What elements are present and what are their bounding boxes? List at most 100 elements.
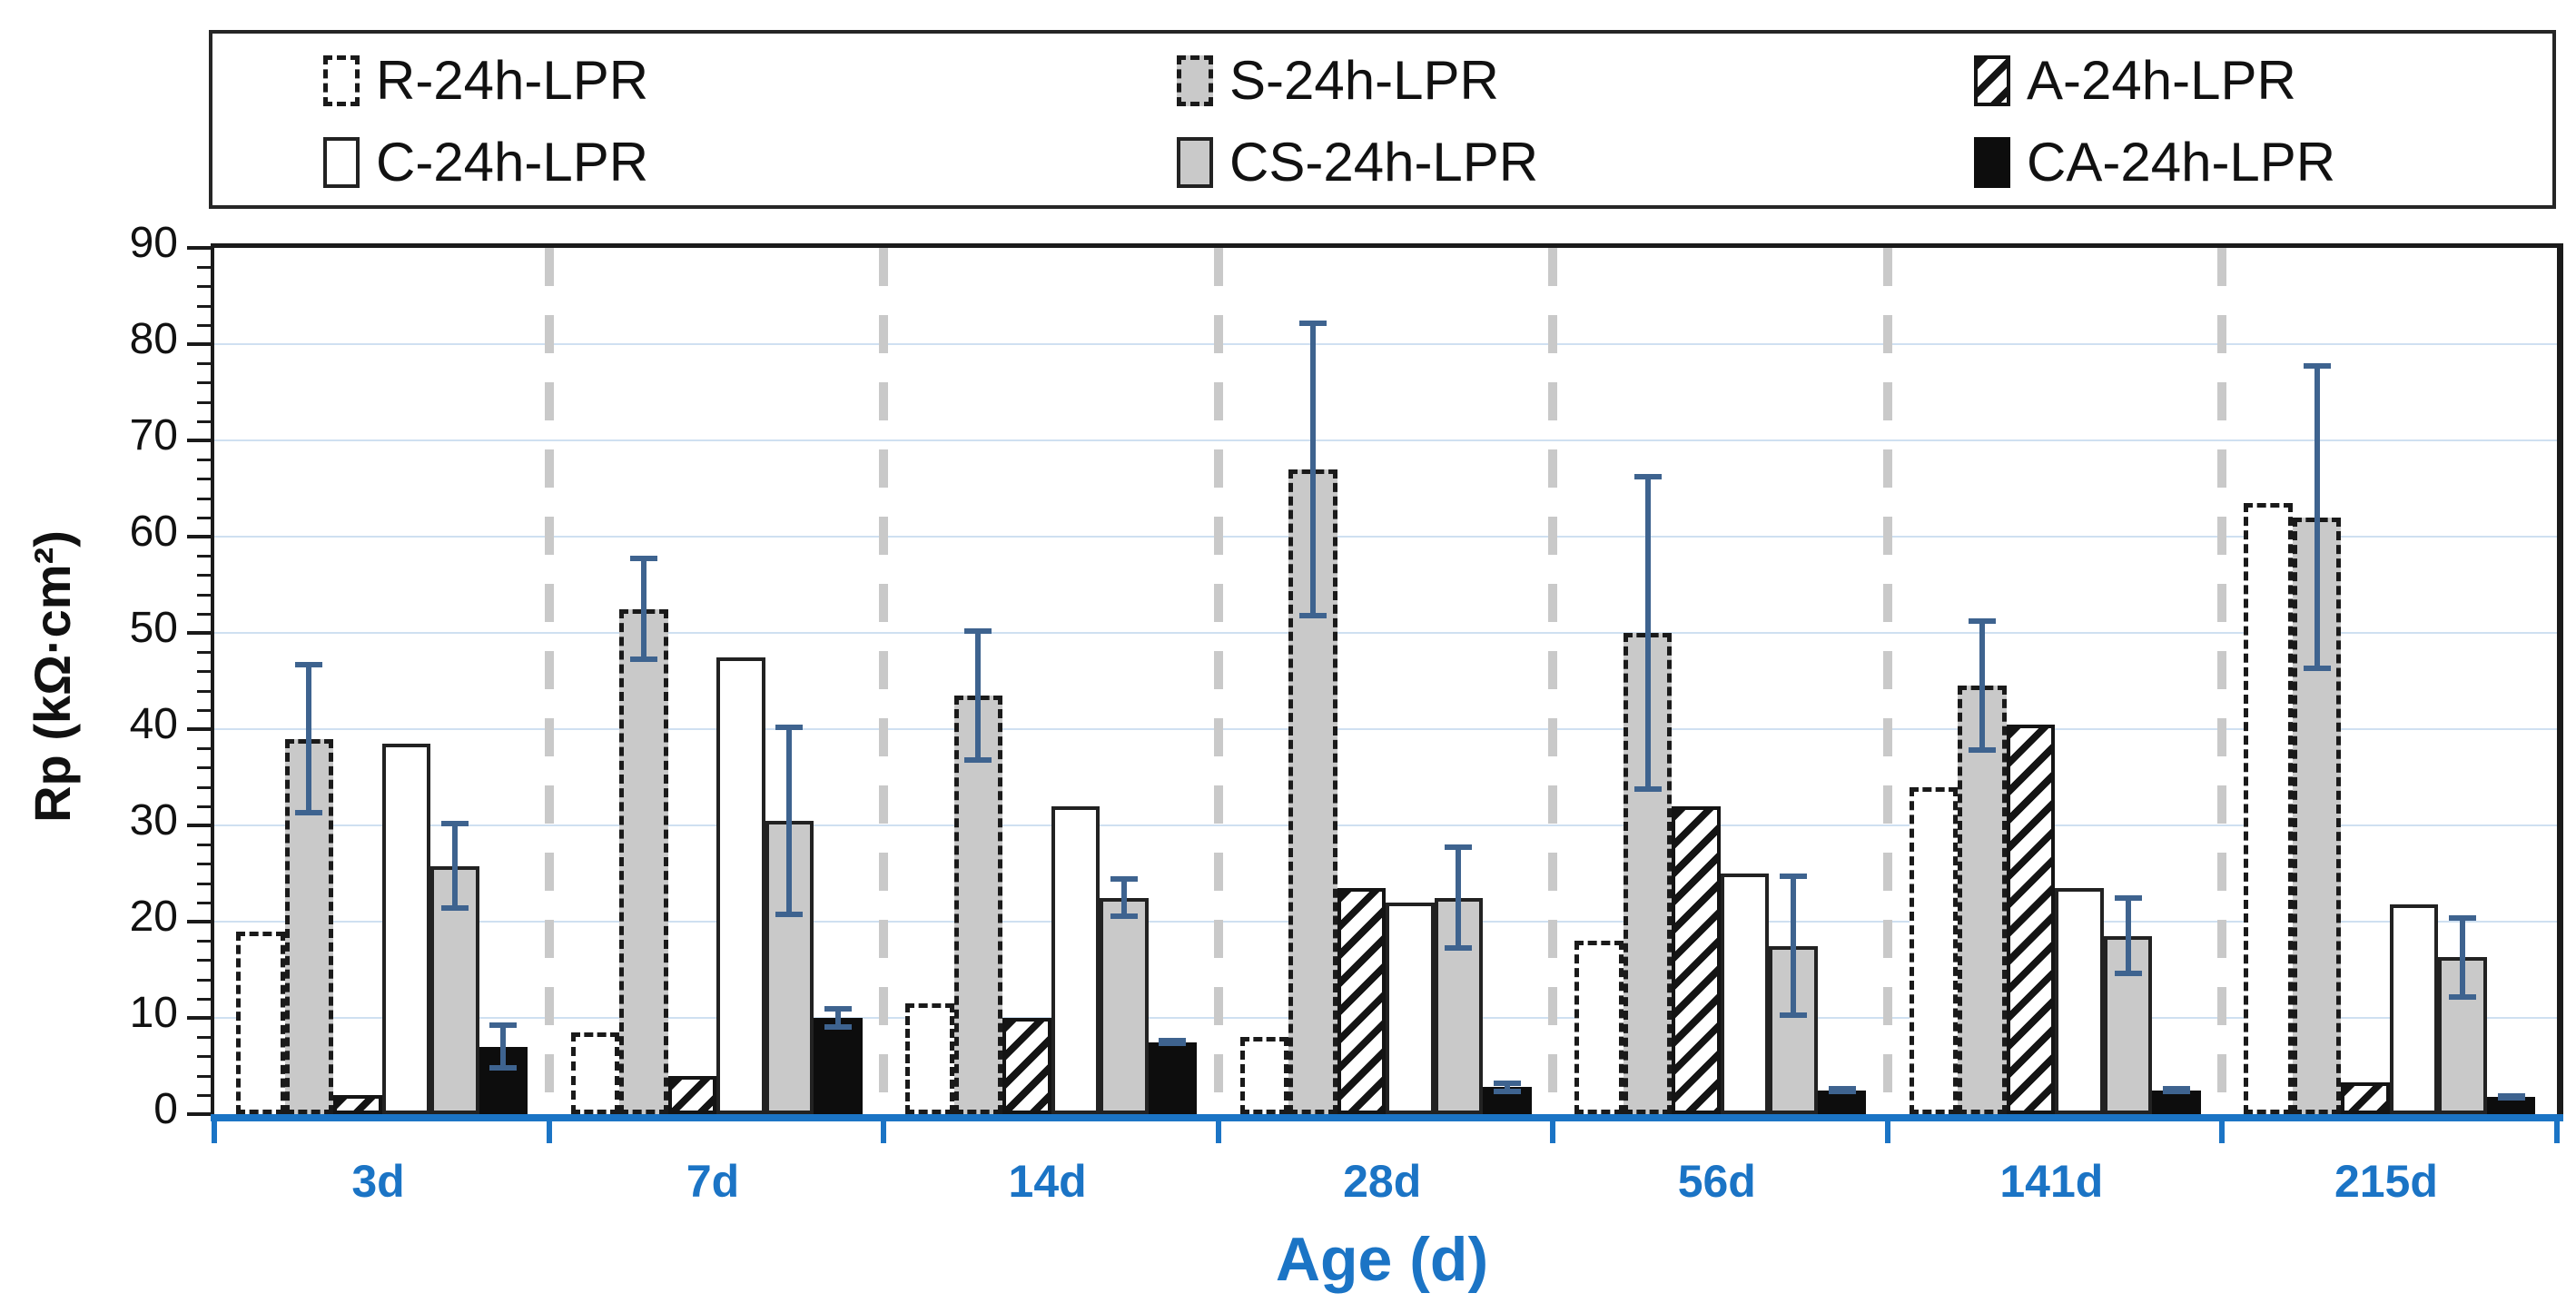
- error-bar-S-24h-LPR-14d: [964, 627, 992, 764]
- y-minor-tick: [197, 420, 211, 423]
- error-bar-CS-24h-LPR-215d: [2449, 914, 2477, 1000]
- bar-R-24h-LPR-14d: [905, 1003, 954, 1114]
- bar-A-24h-LPR-215d: [2341, 1082, 2390, 1114]
- error-bar-stem: [1120, 876, 1127, 919]
- category-separator: [879, 248, 889, 1114]
- error-bar-cap-top: [2449, 914, 2477, 921]
- y-major-tick: [187, 631, 211, 635]
- bar-C-24h-LPR-7d: [716, 656, 765, 1114]
- error-bar-CA-24h-LPR-215d: [2497, 1092, 2525, 1101]
- error-bar-cap-top: [2114, 895, 2142, 902]
- error-bar-CS-24h-LPR-56d: [1780, 874, 1808, 1018]
- y-major-tick: [187, 535, 211, 538]
- bar-A-24h-LPR-141d: [2006, 724, 2056, 1114]
- x-tick-label-7d: 7d: [686, 1156, 740, 1207]
- x-tick-label-215d: 215d: [2334, 1156, 2438, 1207]
- y-minor-tick: [197, 362, 211, 366]
- error-bar-cap-top: [964, 627, 992, 634]
- error-bar-stem: [1644, 474, 1651, 792]
- gridline-y-50: [214, 632, 2557, 634]
- legend-item-C: C-24h-LPR: [323, 130, 648, 195]
- error-bar-stem: [2314, 363, 2320, 672]
- legend: R-24h-LPR S-24h-LPR A-24h-LPR C-24h-LPR CS-2…: [209, 30, 2556, 209]
- error-bar-cap-bottom: [629, 656, 657, 662]
- y-minor-tick: [197, 708, 211, 712]
- error-bar-cap-top: [1298, 320, 1327, 326]
- category-separator: [2217, 248, 2227, 1114]
- y-minor-tick: [197, 555, 211, 558]
- error-bar-cap-bottom: [2449, 993, 2477, 1000]
- error-bar-cap-bottom: [295, 810, 323, 816]
- bar-C-24h-LPR-28d: [1386, 902, 1435, 1114]
- error-bar-stem: [1504, 1080, 1510, 1094]
- y-major-tick: [187, 1016, 211, 1020]
- error-bar-cap-top: [295, 661, 323, 667]
- error-bar-cap-bottom: [1159, 1040, 1187, 1046]
- x-tick-label-56d: 56d: [1677, 1156, 1756, 1207]
- error-bar-stem: [2460, 914, 2466, 1000]
- y-minor-tick: [197, 612, 211, 616]
- bar-C-24h-LPR-14d: [1051, 805, 1100, 1114]
- bar-S-24h-LPR-14d: [953, 695, 1003, 1114]
- error-bar-cap-top: [440, 820, 469, 826]
- error-bar-cap-bottom: [2497, 1095, 2525, 1101]
- error-bar-S-24h-LPR-3d: [295, 661, 323, 816]
- error-bar-stem: [1309, 320, 1316, 619]
- x-axis-tick: [212, 1118, 217, 1143]
- error-bar-stem: [640, 556, 646, 662]
- y-minor-tick: [197, 766, 211, 770]
- error-bar-cap-bottom: [1445, 944, 1473, 951]
- y-minor-tick: [197, 400, 211, 404]
- y-major-tick: [187, 727, 211, 731]
- y-minor-tick: [197, 593, 211, 597]
- y-minor-tick: [197, 381, 211, 385]
- legend-label-CA: CA-24h-LPR: [2027, 132, 2336, 193]
- y-major-tick: [187, 246, 211, 250]
- x-tick-label-141d: 141d: [1999, 1156, 2104, 1207]
- error-bar-stem: [500, 1022, 507, 1071]
- error-bar-S-24h-LPR-28d: [1298, 320, 1327, 619]
- bar-C-24h-LPR-141d: [2055, 887, 2104, 1114]
- error-bar-CA-24h-LPR-14d: [1159, 1038, 1187, 1046]
- error-bar-cap-top: [489, 1022, 518, 1029]
- error-bar-CA-24h-LPR-3d: [489, 1022, 518, 1071]
- legend-item-A: A-24h-LPR: [1974, 48, 2296, 114]
- error-bar-cap-top: [2303, 363, 2331, 370]
- error-bar-CS-24h-LPR-3d: [440, 820, 469, 912]
- bar-R-24h-LPR-7d: [570, 1032, 620, 1114]
- gridline-y-60: [214, 536, 2557, 538]
- error-bar-CS-24h-LPR-141d: [2114, 895, 2142, 977]
- error-bar-stem: [834, 1006, 841, 1030]
- error-bar-cap-bottom: [2303, 666, 2331, 672]
- error-bar-CS-24h-LPR-14d: [1110, 876, 1138, 919]
- bar-S-24h-LPR-7d: [619, 608, 668, 1114]
- x-axis-tick: [1884, 1118, 1890, 1143]
- legend-item-CA: CA-24h-LPR: [1974, 130, 2335, 195]
- error-bar-cap-top: [1110, 876, 1138, 883]
- error-bar-stem: [1791, 874, 1797, 1018]
- x-axis-line: [211, 1114, 2563, 1121]
- error-bar-S-24h-LPR-141d: [1969, 618, 1997, 754]
- error-bar-stem: [451, 820, 458, 912]
- category-separator: [1548, 248, 1558, 1114]
- legend-label-C: C-24h-LPR: [376, 132, 649, 193]
- bar-R-24h-LPR-56d: [1574, 941, 1624, 1114]
- y-tick-label: 0: [153, 1085, 178, 1133]
- bar-CS-24h-LPR-3d: [430, 865, 479, 1114]
- error-bar-cap-bottom: [775, 911, 804, 917]
- error-bar-S-24h-LPR-56d: [1633, 474, 1662, 792]
- y-minor-tick: [197, 304, 211, 308]
- category-separator: [1882, 248, 1892, 1114]
- bar-A-24h-LPR-56d: [1672, 805, 1721, 1114]
- y-minor-tick: [197, 574, 211, 578]
- category-separator: [544, 248, 554, 1114]
- error-bar-CA-24h-LPR-56d: [1828, 1086, 1856, 1094]
- legend-swatch-CS-icon: [1177, 137, 1213, 188]
- legend-label-S: S-24h-LPR: [1229, 50, 1499, 111]
- error-bar-CA-24h-LPR-7d: [824, 1006, 852, 1030]
- x-axis-tick: [2554, 1118, 2560, 1143]
- y-minor-tick: [197, 805, 211, 808]
- gridline-y-30: [214, 824, 2557, 826]
- error-bar-cap-top: [629, 556, 657, 562]
- y-minor-tick: [197, 670, 211, 674]
